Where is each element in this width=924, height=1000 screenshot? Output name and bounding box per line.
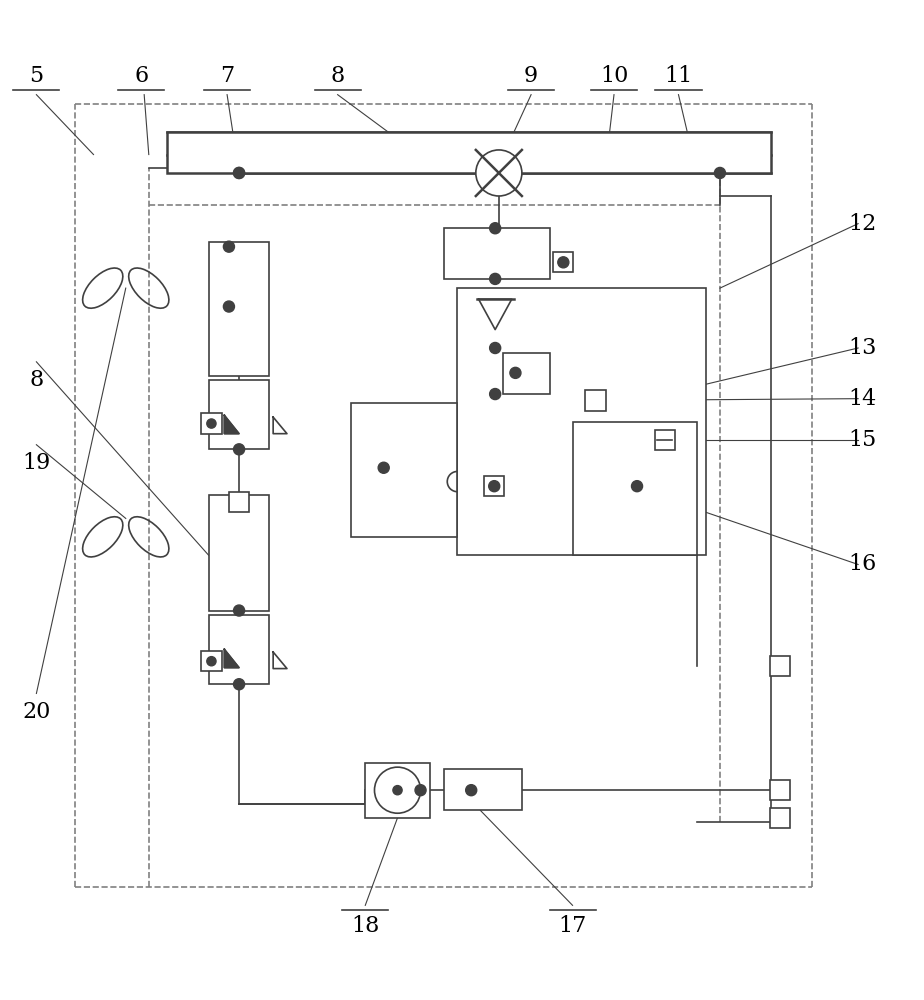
Text: 8: 8 (331, 65, 345, 87)
Circle shape (234, 167, 245, 178)
Text: 11: 11 (664, 65, 693, 87)
Polygon shape (225, 415, 239, 434)
Text: 13: 13 (848, 337, 877, 359)
Bar (770, 808, 790, 828)
Text: 17: 17 (558, 915, 587, 937)
Circle shape (490, 273, 501, 284)
Bar (770, 780, 790, 800)
Bar (457, 288, 706, 555)
Bar (444, 228, 550, 279)
Text: 20: 20 (22, 701, 51, 723)
Circle shape (510, 367, 521, 378)
Bar (654, 430, 675, 450)
Circle shape (489, 481, 500, 492)
Bar (167, 132, 771, 173)
Circle shape (207, 657, 216, 666)
Bar (201, 413, 222, 434)
Polygon shape (225, 649, 239, 668)
Circle shape (631, 481, 642, 492)
Bar (553, 252, 574, 272)
Bar (209, 242, 269, 376)
Circle shape (234, 444, 245, 455)
Circle shape (415, 785, 426, 796)
Circle shape (374, 767, 420, 813)
Text: 7: 7 (220, 65, 234, 87)
Circle shape (466, 785, 477, 796)
Circle shape (224, 301, 235, 312)
Bar (209, 495, 269, 611)
Bar (351, 403, 457, 537)
Text: 14: 14 (848, 388, 877, 410)
Bar (770, 656, 790, 676)
Text: 6: 6 (134, 65, 149, 87)
Circle shape (490, 223, 501, 234)
Circle shape (490, 342, 501, 354)
Circle shape (234, 605, 245, 616)
Bar (484, 476, 505, 496)
Text: 15: 15 (848, 429, 877, 451)
Bar (201, 651, 222, 671)
Text: 5: 5 (30, 65, 43, 87)
Bar (365, 763, 430, 818)
Bar (209, 615, 269, 684)
Text: 9: 9 (524, 65, 538, 87)
Polygon shape (479, 299, 512, 330)
Text: 18: 18 (351, 915, 380, 937)
Bar (444, 769, 522, 810)
Circle shape (393, 786, 402, 795)
Circle shape (714, 167, 725, 178)
Circle shape (234, 167, 245, 178)
Circle shape (378, 462, 389, 473)
Bar (586, 390, 606, 411)
Bar (229, 492, 249, 512)
Bar (504, 353, 550, 394)
Circle shape (234, 679, 245, 690)
Text: 8: 8 (30, 369, 43, 391)
Bar (209, 380, 269, 449)
Circle shape (490, 389, 501, 400)
Text: 19: 19 (22, 452, 51, 474)
Text: 16: 16 (848, 553, 877, 575)
Bar (573, 422, 697, 555)
Circle shape (476, 150, 522, 196)
Circle shape (224, 241, 235, 252)
Circle shape (207, 419, 216, 428)
Text: 10: 10 (600, 65, 628, 87)
Text: 12: 12 (848, 213, 877, 235)
Circle shape (558, 257, 569, 268)
